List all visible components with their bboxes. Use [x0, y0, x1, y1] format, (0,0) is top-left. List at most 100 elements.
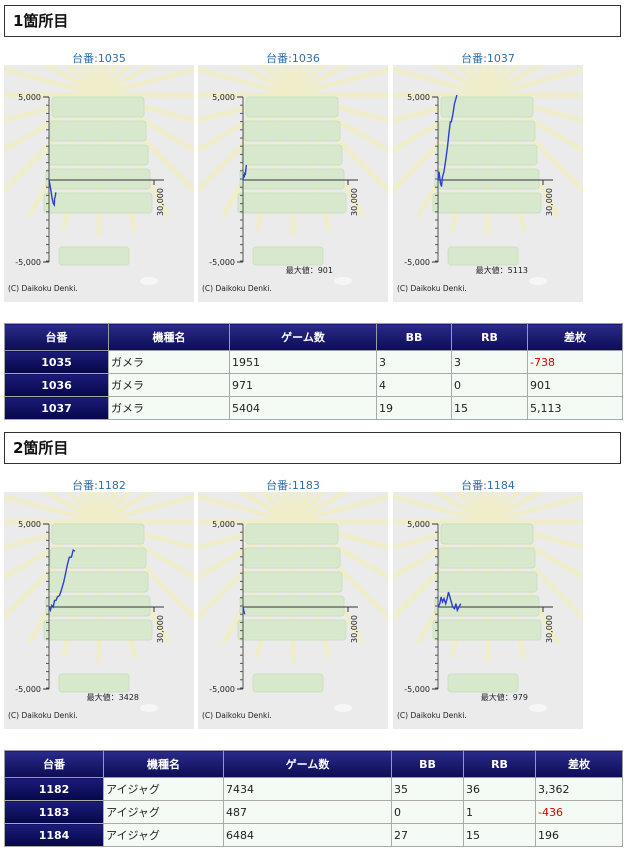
max-value-label: 最大値：3428: [87, 692, 139, 702]
chart-panel-1182: 5,000 -5,000 30,000 最大値：3428 (C) Daikoku Den…: [4, 492, 194, 729]
cell-bb: 0: [391, 800, 464, 824]
chart-label-1036[interactable]: 台番:1036: [266, 52, 320, 65]
cell-bb: 3: [376, 350, 452, 374]
x-tick-label: 30,000: [350, 615, 359, 643]
header-number[interactable]: 台番: [4, 323, 109, 351]
x-tick-label: 30,000: [156, 615, 165, 643]
header-number[interactable]: 台番: [4, 750, 104, 778]
chart-panel-1037: 5,000 -5,000 30,000 最大値：5113 (C) Daikoku Den…: [393, 65, 583, 302]
cell-rb: 36: [463, 777, 536, 801]
y-tick-label: 5,000: [18, 93, 41, 102]
header-model[interactable]: 機種名: [103, 750, 224, 778]
cell-games: 1951: [229, 350, 377, 374]
header-rb[interactable]: RB: [451, 323, 528, 351]
cell-model: アイジャグ: [103, 777, 224, 801]
header-rb[interactable]: RB: [463, 750, 536, 778]
cell-model: アイジャグ: [103, 800, 224, 824]
background-illustration: [198, 65, 388, 285]
y-tick-label: -5,000: [15, 258, 41, 267]
max-value-label: 最大値：979: [481, 692, 528, 702]
cell-rb: 15: [451, 396, 528, 420]
header-games[interactable]: ゲーム数: [223, 750, 392, 778]
table-row: 1184 アイジャグ 6484 27 15 196: [4, 823, 623, 847]
cell-diff: 196: [535, 823, 623, 847]
copyright-text: (C) Daikoku Denki.: [397, 711, 467, 720]
chart-panel-1183: 5,000 -5,000 30,000 (C) Daikoku Denki.: [198, 492, 388, 729]
chart-svg: 5,000 -5,000 30,000 (C) Daikoku Denki.: [198, 492, 388, 720]
cell-bb: 4: [376, 373, 452, 397]
cell-number: 1183: [4, 800, 104, 824]
series-line: [437, 591, 462, 613]
cell-diff: -436: [535, 800, 623, 824]
series-line: [437, 94, 458, 187]
copyright-text: (C) Daikoku Denki.: [8, 284, 78, 293]
copyright-text: (C) Daikoku Denki.: [202, 284, 272, 293]
y-tick-label: 5,000: [212, 520, 235, 529]
cell-number: 1036: [4, 373, 109, 397]
background-illustration: [4, 492, 194, 712]
table-row: 1183 アイジャグ 487 0 1 -436: [4, 800, 623, 824]
series-line: [242, 164, 248, 181]
header-bb[interactable]: BB: [376, 323, 452, 351]
chart-svg: 5,000 -5,000 30,000 最大値：5113 (C) Daikoku Den…: [393, 65, 583, 293]
header-bb[interactable]: BB: [391, 750, 464, 778]
copyright-text: (C) Daikoku Denki.: [8, 711, 78, 720]
background-illustration: [393, 492, 583, 712]
table-row: 1037 ガメラ 5404 19 15 5,113: [4, 396, 623, 420]
cell-number: 1184: [4, 823, 104, 847]
x-tick-label: 30,000: [350, 188, 359, 216]
table-header-row: 台番 機種名 ゲーム数 BB RB 差枚: [4, 323, 623, 351]
header-diff[interactable]: 差枚: [535, 750, 623, 778]
chart-panel-1035: 5,000 -5,000 30,000 (C) Daikoku Denki.: [4, 65, 194, 302]
table-row: 1182 アイジャグ 7434 35 36 3,362: [4, 777, 623, 801]
x-tick-label: 30,000: [545, 188, 554, 216]
cell-diff: 901: [527, 373, 623, 397]
cell-diff: 5,113: [527, 396, 623, 420]
cell-games: 5404: [229, 396, 377, 420]
y-tick-label: 5,000: [407, 520, 430, 529]
cell-rb: 0: [451, 373, 528, 397]
y-tick-label: -5,000: [209, 258, 235, 267]
chart-label-1037[interactable]: 台番:1037: [461, 52, 515, 65]
background-illustration: [393, 65, 583, 285]
cell-number: 1182: [4, 777, 104, 801]
cell-number: 1037: [4, 396, 109, 420]
chart-svg: 5,000 -5,000 30,000 最大値：3428 (C) Daikoku Den…: [4, 492, 194, 720]
cell-model: ガメラ: [108, 396, 230, 420]
chart-svg: 5,000 -5,000 30,000 最大値：979 (C) Daikoku Denk…: [393, 492, 583, 720]
background-illustration: [4, 65, 194, 285]
cell-diff: -738: [527, 350, 623, 374]
max-value-label: 最大値：5113: [476, 265, 528, 275]
table-body: 1035 ガメラ 1951 3 3 -738 1036 ガメラ 971 4 0 901 1037 ガメラ 5…: [4, 350, 623, 420]
section-title-2: 2箇所目: [4, 432, 621, 464]
chart-label-1184[interactable]: 台番:1184: [461, 479, 515, 492]
cell-rb: 1: [463, 800, 536, 824]
header-games[interactable]: ゲーム数: [229, 323, 377, 351]
cell-rb: 15: [463, 823, 536, 847]
y-tick-label: 5,000: [18, 520, 41, 529]
section-title-1: 1箇所目: [4, 5, 621, 37]
background-illustration: [198, 492, 388, 712]
header-model[interactable]: 機種名: [108, 323, 230, 351]
y-tick-label: -5,000: [404, 258, 430, 267]
cell-bb: 19: [376, 396, 452, 420]
header-diff[interactable]: 差枚: [527, 323, 623, 351]
cell-diff: 3,362: [535, 777, 623, 801]
chart-label-1182[interactable]: 台番:1182: [72, 479, 126, 492]
series-line: [242, 606, 246, 615]
copyright-text: (C) Daikoku Denki.: [397, 284, 467, 293]
copyright-text: (C) Daikoku Denki.: [202, 711, 272, 720]
y-tick-label: -5,000: [404, 685, 430, 694]
cell-games: 971: [229, 373, 377, 397]
cell-model: アイジャグ: [103, 823, 224, 847]
cell-number: 1035: [4, 350, 109, 374]
table-row: 1036 ガメラ 971 4 0 901: [4, 373, 623, 397]
table-header-row: 台番 機種名 ゲーム数 BB RB 差枚: [4, 750, 623, 778]
data-table-2: 台番 機種名 ゲーム数 BB RB 差枚 1182 アイジャグ 7434 35 36 3,…: [4, 750, 623, 847]
cell-bb: 35: [391, 777, 464, 801]
cell-bb: 27: [391, 823, 464, 847]
chart-label-1035[interactable]: 台番:1035: [72, 52, 126, 65]
chart-label-1183[interactable]: 台番:1183: [266, 479, 320, 492]
table-body: 1182 アイジャグ 7434 35 36 3,362 1183 アイジャグ 487 0 1 -436…: [4, 777, 623, 847]
cell-games: 6484: [223, 823, 392, 847]
